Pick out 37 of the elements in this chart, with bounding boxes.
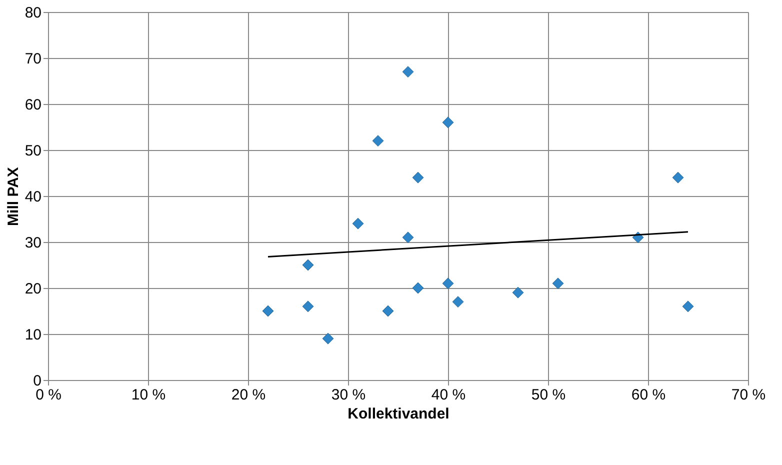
x-axis-title: Kollektivandel xyxy=(348,406,450,422)
point xyxy=(262,305,274,317)
x-tick-label: 70 % xyxy=(731,386,766,404)
point xyxy=(512,286,524,298)
y-tick-label: 80 xyxy=(24,4,42,22)
point xyxy=(302,300,314,312)
point xyxy=(352,218,364,230)
y-tick-label: 40 xyxy=(24,188,42,206)
point xyxy=(302,259,314,271)
point xyxy=(452,296,464,308)
x-tick-label: 40 % xyxy=(431,386,466,404)
x-tick-label: 10 % xyxy=(131,386,166,404)
y-axis-title: Mill PAX xyxy=(4,167,22,226)
x-tick-label: 50 % xyxy=(531,386,566,404)
y-tick-label: 10 xyxy=(24,326,42,344)
y-tick-label: 30 xyxy=(24,234,42,252)
point xyxy=(412,282,424,294)
point xyxy=(682,300,694,312)
point xyxy=(442,116,454,128)
point xyxy=(552,278,564,290)
x-tick-label: 30 % xyxy=(331,386,366,404)
y-tick-label: 0 xyxy=(33,372,42,390)
point xyxy=(672,172,684,184)
x-tick-label: 0 % xyxy=(36,386,62,404)
y-tick-label: 60 xyxy=(24,96,42,114)
point xyxy=(402,232,414,244)
point xyxy=(372,135,384,147)
x-tick-label: 60 % xyxy=(631,386,666,404)
point xyxy=(402,66,414,78)
y-tick-label: 20 xyxy=(24,280,42,298)
y-tick-label: 70 xyxy=(24,50,42,68)
point xyxy=(322,332,334,344)
x-tick-label: 20 % xyxy=(231,386,266,404)
point xyxy=(412,172,424,184)
point xyxy=(442,278,454,290)
y-tick-label: 50 xyxy=(24,142,42,160)
point xyxy=(382,305,394,317)
